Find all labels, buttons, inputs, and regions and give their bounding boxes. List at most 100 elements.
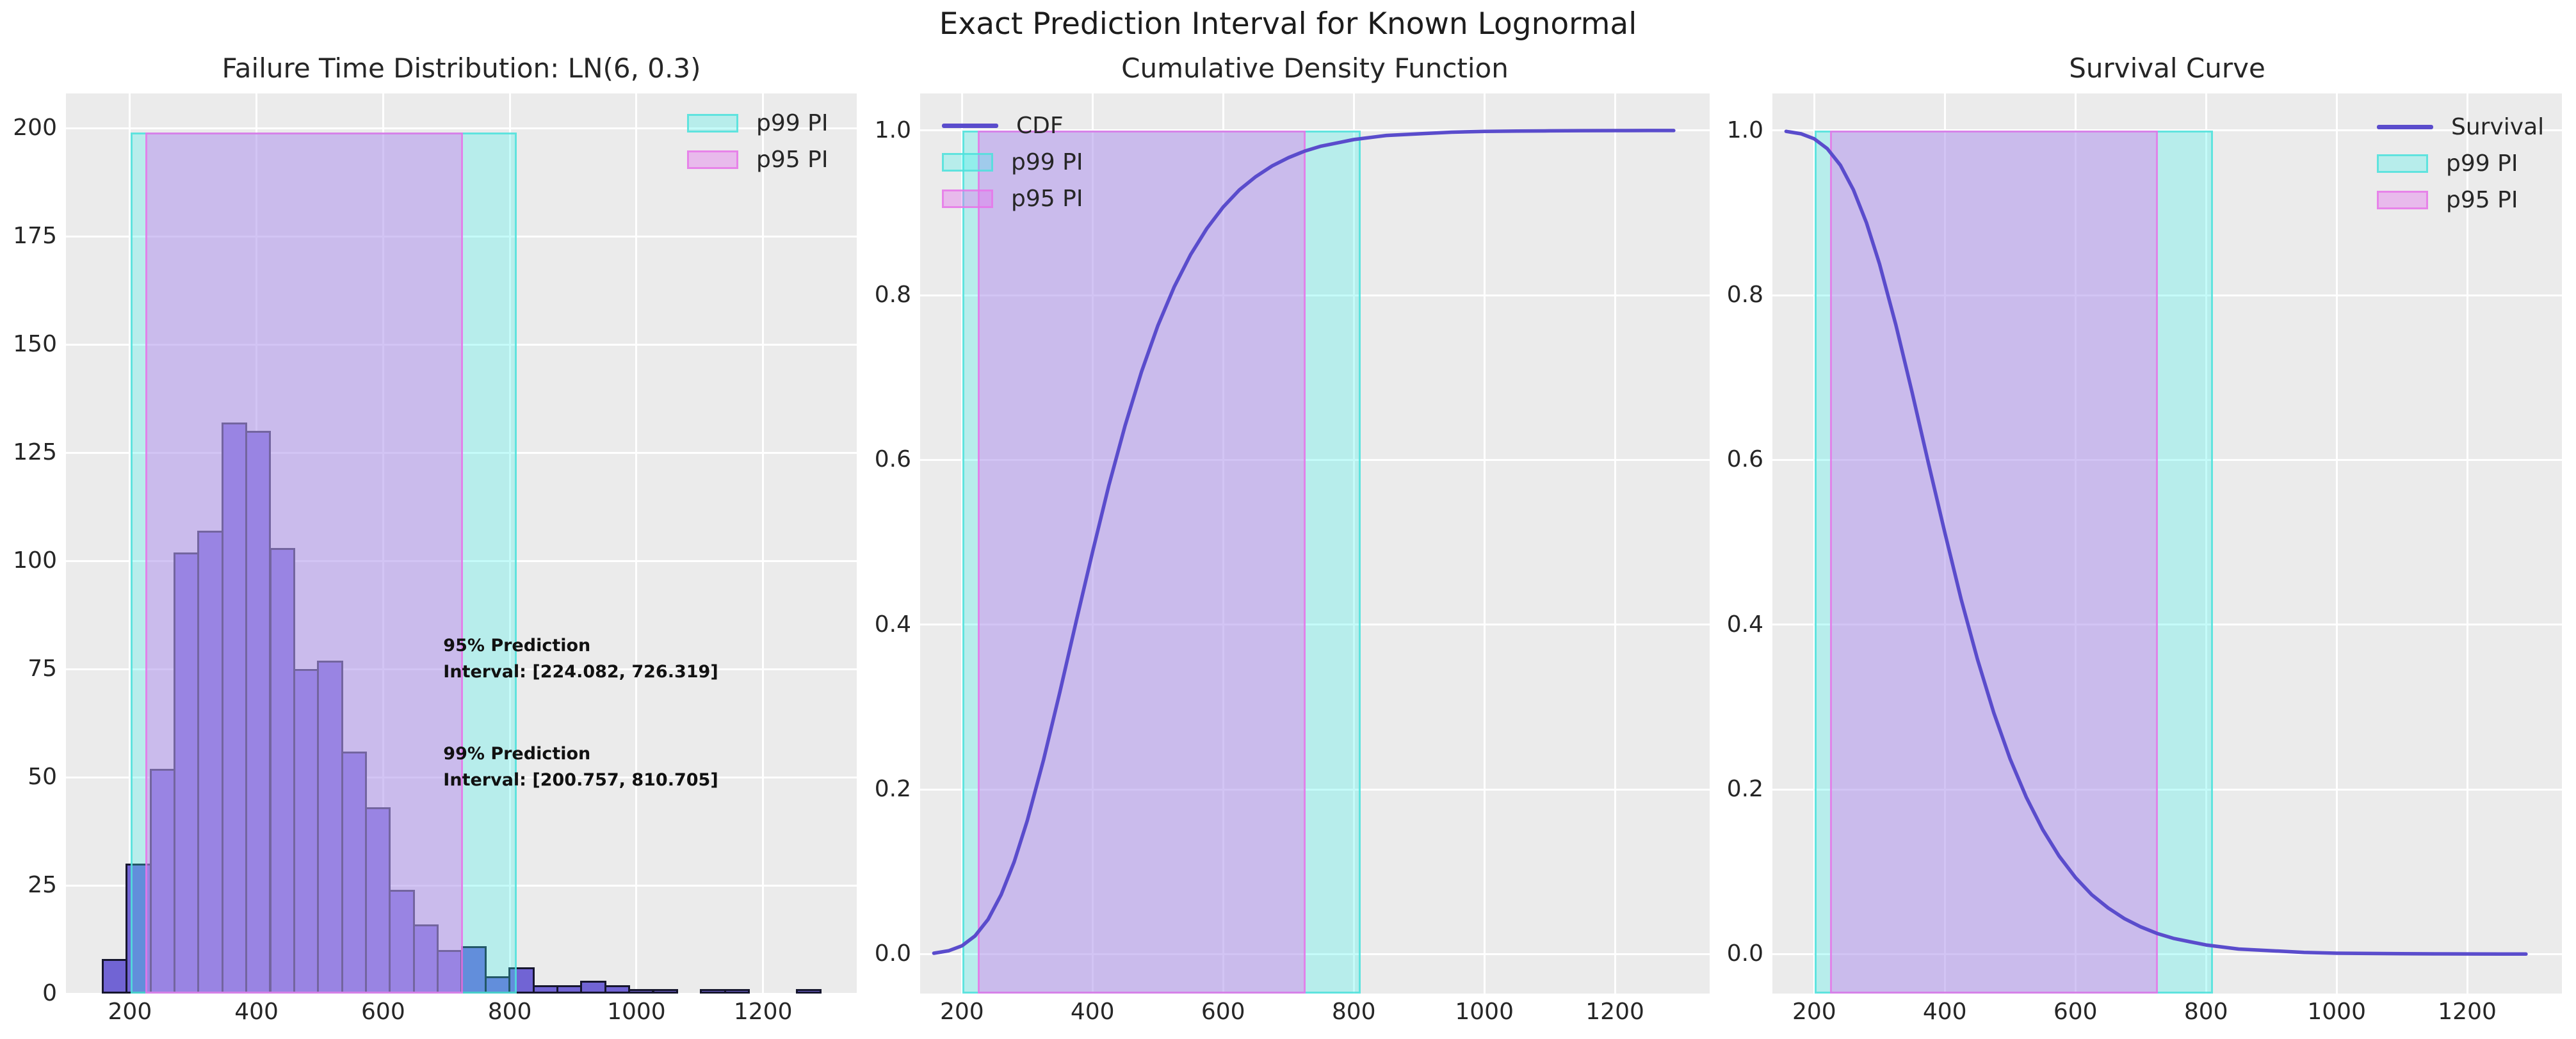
legend-label: p99 PI [756,110,829,136]
histogram-bar [652,989,678,994]
annotation-line: Interval: [224.082, 726.319] [443,661,718,682]
gridline-vertical [1614,93,1616,994]
cdf-polyline [932,129,1676,955]
axes-histogram [66,93,857,994]
y-tick-label: 1.0 [1726,117,1763,143]
p99-patch-swatch-icon [687,114,738,133]
p95-patch-swatch-icon [2377,191,2428,209]
legend-item: p99 PI [2377,145,2544,182]
y-tick-label: 0.2 [874,776,911,802]
axes-survival [1772,93,2562,994]
histogram-bar [460,946,487,994]
gridline-vertical [2335,93,2338,994]
legend-label: p99 PI [1011,149,1083,175]
gridline-vertical [1813,93,1815,994]
gridline-vertical [762,93,765,994]
x-tick-label: 1200 [2438,999,2497,1025]
y-tick-label: 0 [42,980,57,1006]
prediction-interval-annotation: 95% Prediction Interval: [224.082, 726.31… [443,632,718,685]
annotation-line: Interval: [200.757, 810.705] [443,769,718,790]
histogram-bar [628,989,654,994]
legend-label: Survival [2451,114,2545,140]
band-p95-interval [1829,130,2158,994]
p99-patch-swatch-icon [2377,154,2428,173]
cdf-curve [932,129,1676,955]
cdf-line-swatch-icon [942,124,998,128]
x-tick-label: 1000 [2307,999,2366,1025]
subplot-title-cdf: Cumulative Density Function [1121,52,1509,84]
legend-item: p95 PI [2377,182,2544,218]
histogram-bar [245,431,271,994]
legend-label: p95 PI [756,147,829,173]
legend-item: Survival [2377,109,2544,145]
y-tick-label: 150 [13,331,57,358]
p95-patch-swatch-icon [942,189,993,208]
gridline-horizontal [66,127,857,129]
gridline-vertical [2205,93,2207,994]
gridline-vertical [1091,93,1094,994]
band-p99-interval [130,132,517,994]
gridline-vertical [960,93,963,994]
legend-label: p99 PI [2446,150,2518,177]
y-tick-label: 0.4 [1726,611,1763,638]
gridline-vertical [1222,93,1224,994]
histogram-bar [101,958,128,994]
legend: Survival p99 PI p95 PI [2377,109,2544,218]
y-tick-label: 0.6 [1726,446,1763,473]
x-tick-label: 400 [234,999,279,1025]
histogram-bar [724,989,750,994]
legend-label: CDF [1016,113,1064,139]
x-tick-label: 1000 [607,999,666,1025]
gridline-horizontal [1772,953,2562,955]
y-tick-label: 75 [28,656,57,682]
gridline-vertical [635,93,638,994]
legend-item: p99 PI [687,105,828,141]
subplot-title-histogram: Failure Time Distribution: LN(6, 0.3) [222,52,701,84]
annotation-line: 95% Prediction [443,635,591,656]
gridline-vertical [2466,93,2468,994]
y-tick-label: 0.2 [1726,776,1763,802]
gridline-horizontal [920,458,1710,461]
histogram-bar [604,985,631,994]
gridline-vertical [129,93,131,994]
gridline-horizontal [1772,294,2562,296]
y-tick-label: 25 [28,872,57,898]
y-tick-label: 0.4 [874,611,911,638]
x-tick-label: 200 [108,999,152,1025]
y-tick-label: 1.0 [874,117,911,143]
gridline-horizontal [920,953,1710,955]
histogram-bar [580,980,606,994]
band-p95-interval [145,132,464,994]
survival-polyline [1784,129,2528,956]
histogram-bar [795,989,822,994]
survival-curve [1784,129,2528,956]
histogram-bar [197,530,223,994]
p95-patch-swatch-icon [687,150,738,169]
y-tick-label: 50 [28,764,57,790]
band-p99-interval [962,130,1361,994]
y-tick-label: 0.0 [874,940,911,967]
gridline-horizontal [1772,458,2562,461]
legend-item: p99 PI [942,144,1083,181]
band-p95-interval [977,130,1306,994]
legend-item: p95 PI [942,181,1083,217]
y-tick-label: 200 [13,115,57,141]
histogram-bar [556,985,583,994]
subplot-title-survival: Survival Curve [2069,52,2265,84]
y-tick-label: 0.0 [1726,940,1763,967]
figure-title: Exact Prediction Interval for Known Logn… [939,6,1637,42]
y-tick-label: 0.8 [874,282,911,309]
gridline-horizontal [1772,788,2562,791]
gridline-vertical [1943,93,1946,994]
y-tick-label: 0.6 [874,446,911,473]
gridline-horizontal [920,624,1710,626]
y-tick-label: 175 [13,223,57,250]
gridline-vertical [382,93,384,994]
annotation-line: 99% Prediction [443,743,591,764]
x-tick-label: 400 [1922,999,1967,1025]
legend-item: CDF [942,108,1083,144]
x-tick-label: 800 [1331,999,1376,1025]
histogram-bar [365,807,391,994]
legend-item: p95 PI [687,141,828,178]
p99-patch-swatch-icon [942,153,993,172]
